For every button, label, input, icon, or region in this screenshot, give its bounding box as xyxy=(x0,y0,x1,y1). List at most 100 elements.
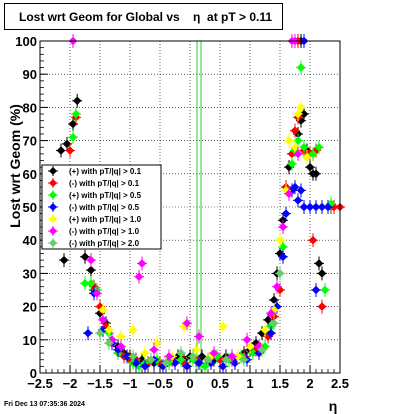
data-point xyxy=(299,109,309,119)
data-point xyxy=(263,315,273,325)
x-tick-label: −2 xyxy=(63,376,78,391)
data-point xyxy=(284,189,294,199)
eta-reference-line xyxy=(196,41,202,373)
data-point xyxy=(164,352,174,361)
data-point xyxy=(113,345,123,355)
data-point xyxy=(98,315,108,325)
data-point xyxy=(137,259,147,268)
data-point xyxy=(86,265,96,275)
legend-marker xyxy=(49,167,57,175)
y-tick-label: 20 xyxy=(23,300,37,315)
data-point xyxy=(203,355,213,365)
data-point xyxy=(326,199,336,208)
data-point xyxy=(56,146,66,155)
x-tick-label: 0.5 xyxy=(211,376,229,391)
x-tick-label: 2.5 xyxy=(331,376,349,391)
data-point xyxy=(182,362,192,371)
legend-entry: (-) with pT/|q| > 2.0 xyxy=(69,239,140,248)
data-point xyxy=(62,139,72,149)
legend-marker xyxy=(49,227,57,235)
data-point xyxy=(116,332,126,341)
y-tick-label: 100 xyxy=(15,34,37,49)
data-point xyxy=(287,149,297,159)
data-point xyxy=(296,63,306,72)
data-point xyxy=(218,362,228,371)
data-point xyxy=(68,132,78,142)
legend-entry: (+) with pT/|q| > 0.5 xyxy=(69,191,142,200)
data-point xyxy=(299,202,309,212)
data-point xyxy=(209,348,219,358)
data-point xyxy=(83,328,93,338)
legend-marker xyxy=(49,191,57,199)
data-point xyxy=(320,285,330,295)
data-point xyxy=(239,355,249,365)
data-point xyxy=(269,295,279,305)
y-tick-label: 10 xyxy=(23,333,37,348)
data-point xyxy=(281,186,291,195)
data-point xyxy=(299,142,309,152)
x-tick-label: 2 xyxy=(306,376,313,391)
data-point xyxy=(263,332,273,341)
data-point xyxy=(176,348,186,358)
data-point xyxy=(131,358,141,368)
x-tick-label: 1 xyxy=(246,376,253,391)
data-point xyxy=(311,202,321,212)
data-point xyxy=(308,235,318,245)
data-point xyxy=(287,159,297,169)
data-point xyxy=(284,136,294,145)
data-point xyxy=(281,209,291,218)
data-point xyxy=(221,355,231,365)
data-point xyxy=(302,152,312,162)
data-point xyxy=(317,202,327,212)
data-point xyxy=(65,146,75,155)
data-point xyxy=(275,235,285,245)
y-tick-label: 40 xyxy=(23,233,37,248)
data-point xyxy=(104,325,114,335)
data-point xyxy=(191,345,201,355)
data-point xyxy=(146,355,156,365)
data-point xyxy=(293,196,303,205)
data-point xyxy=(317,269,327,278)
data-point xyxy=(266,308,276,318)
data-point xyxy=(197,352,207,361)
data-point xyxy=(95,328,105,338)
y-tick-label: 70 xyxy=(23,134,37,149)
data-point xyxy=(98,325,108,335)
data-point xyxy=(128,325,138,335)
data-point xyxy=(104,338,114,348)
x-tick-label: −1 xyxy=(123,376,138,391)
data-point xyxy=(278,222,288,232)
data-point xyxy=(230,358,240,368)
data-point xyxy=(140,362,150,371)
y-tick-label: 50 xyxy=(23,200,37,215)
data-point xyxy=(116,342,126,351)
data-point xyxy=(200,362,210,371)
legend-marker xyxy=(49,203,57,211)
data-point xyxy=(80,252,90,262)
legend-entry: (+) with pT/|q| > 0.1 xyxy=(69,167,142,176)
data-point xyxy=(86,279,96,288)
chart-title: Lost wrt Geom for Global vs η at pT > 0.… xyxy=(4,3,283,30)
y-tick-label: 80 xyxy=(23,100,37,115)
x-tick-label: 0 xyxy=(186,376,193,391)
data-point xyxy=(296,103,306,112)
data-point xyxy=(188,352,198,361)
data-point xyxy=(308,149,318,159)
data-point xyxy=(275,249,285,258)
data-point xyxy=(68,119,78,129)
x-axis-label: η xyxy=(329,398,338,414)
data-point xyxy=(245,342,255,351)
data-point xyxy=(86,255,96,265)
axis-ticks: −2.5 −2 −1.5 −1 −0.5 0 0.5 1 1.5 2 2.5 0 10 20 30 40 50 6… xyxy=(15,34,349,391)
data-point xyxy=(266,328,276,338)
data-point xyxy=(80,279,90,288)
data-point xyxy=(311,285,321,295)
data-point xyxy=(227,352,237,361)
data-point xyxy=(293,109,303,119)
data-point xyxy=(161,358,171,368)
data-point xyxy=(170,358,180,368)
data-point xyxy=(182,318,192,328)
data-point xyxy=(242,335,252,345)
data-point xyxy=(107,335,117,345)
